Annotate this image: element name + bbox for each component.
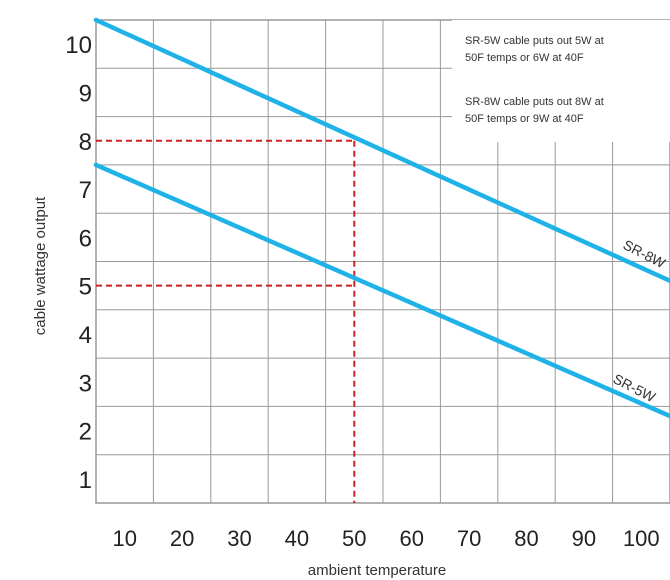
y-tick-label: 10 xyxy=(65,32,92,59)
y-tick-label: 5 xyxy=(79,274,92,301)
y-tick-label: 7 xyxy=(79,177,92,204)
x-tick-label: 80 xyxy=(514,526,538,551)
series-label-sr-8w: SR-8W xyxy=(621,236,669,271)
y-tick-label: 6 xyxy=(79,225,92,252)
y-tick-label: 2 xyxy=(79,419,92,446)
x-tick-label: 60 xyxy=(399,526,423,551)
x-axis-label: ambient temperature xyxy=(308,562,446,579)
x-tick-label: 90 xyxy=(572,526,596,551)
annotation-line-3: SR-8W cable puts out 8W at xyxy=(465,96,604,108)
x-tick-label: 10 xyxy=(112,526,136,551)
y-tick-labels: 1 2 3 4 5 6 7 8 9 10 xyxy=(65,32,92,494)
annotation-line-4: 50F temps or 9W at 40F xyxy=(465,113,584,125)
series-line-sr-8w xyxy=(93,17,670,284)
annotation-line-2: 50F temps or 6W at 40F xyxy=(465,52,584,64)
y-tick-label: 8 xyxy=(79,129,92,156)
grid xyxy=(95,19,670,504)
series-line-sr-5w xyxy=(93,162,670,419)
x-tick-label: 100 xyxy=(623,526,660,551)
y-tick-label: 9 xyxy=(79,80,92,107)
y-tick-label: 3 xyxy=(79,370,92,397)
annotation-line-1: SR-5W cable puts out 5W at xyxy=(465,35,604,47)
reference-lines xyxy=(96,139,356,503)
x-tick-labels: 10 20 30 40 50 60 70 80 90 100 xyxy=(112,526,659,551)
x-tick-label: 70 xyxy=(457,526,481,551)
y-axis-label: cable wattage output xyxy=(32,196,49,335)
x-tick-label: 30 xyxy=(227,526,251,551)
annotation-box xyxy=(452,20,670,142)
series-lines xyxy=(93,17,670,419)
x-tick-label: 20 xyxy=(170,526,194,551)
x-tick-label: 50 xyxy=(342,526,366,551)
x-tick-label: 40 xyxy=(285,526,309,551)
y-tick-label: 1 xyxy=(79,467,92,494)
y-tick-label: 4 xyxy=(79,322,92,349)
